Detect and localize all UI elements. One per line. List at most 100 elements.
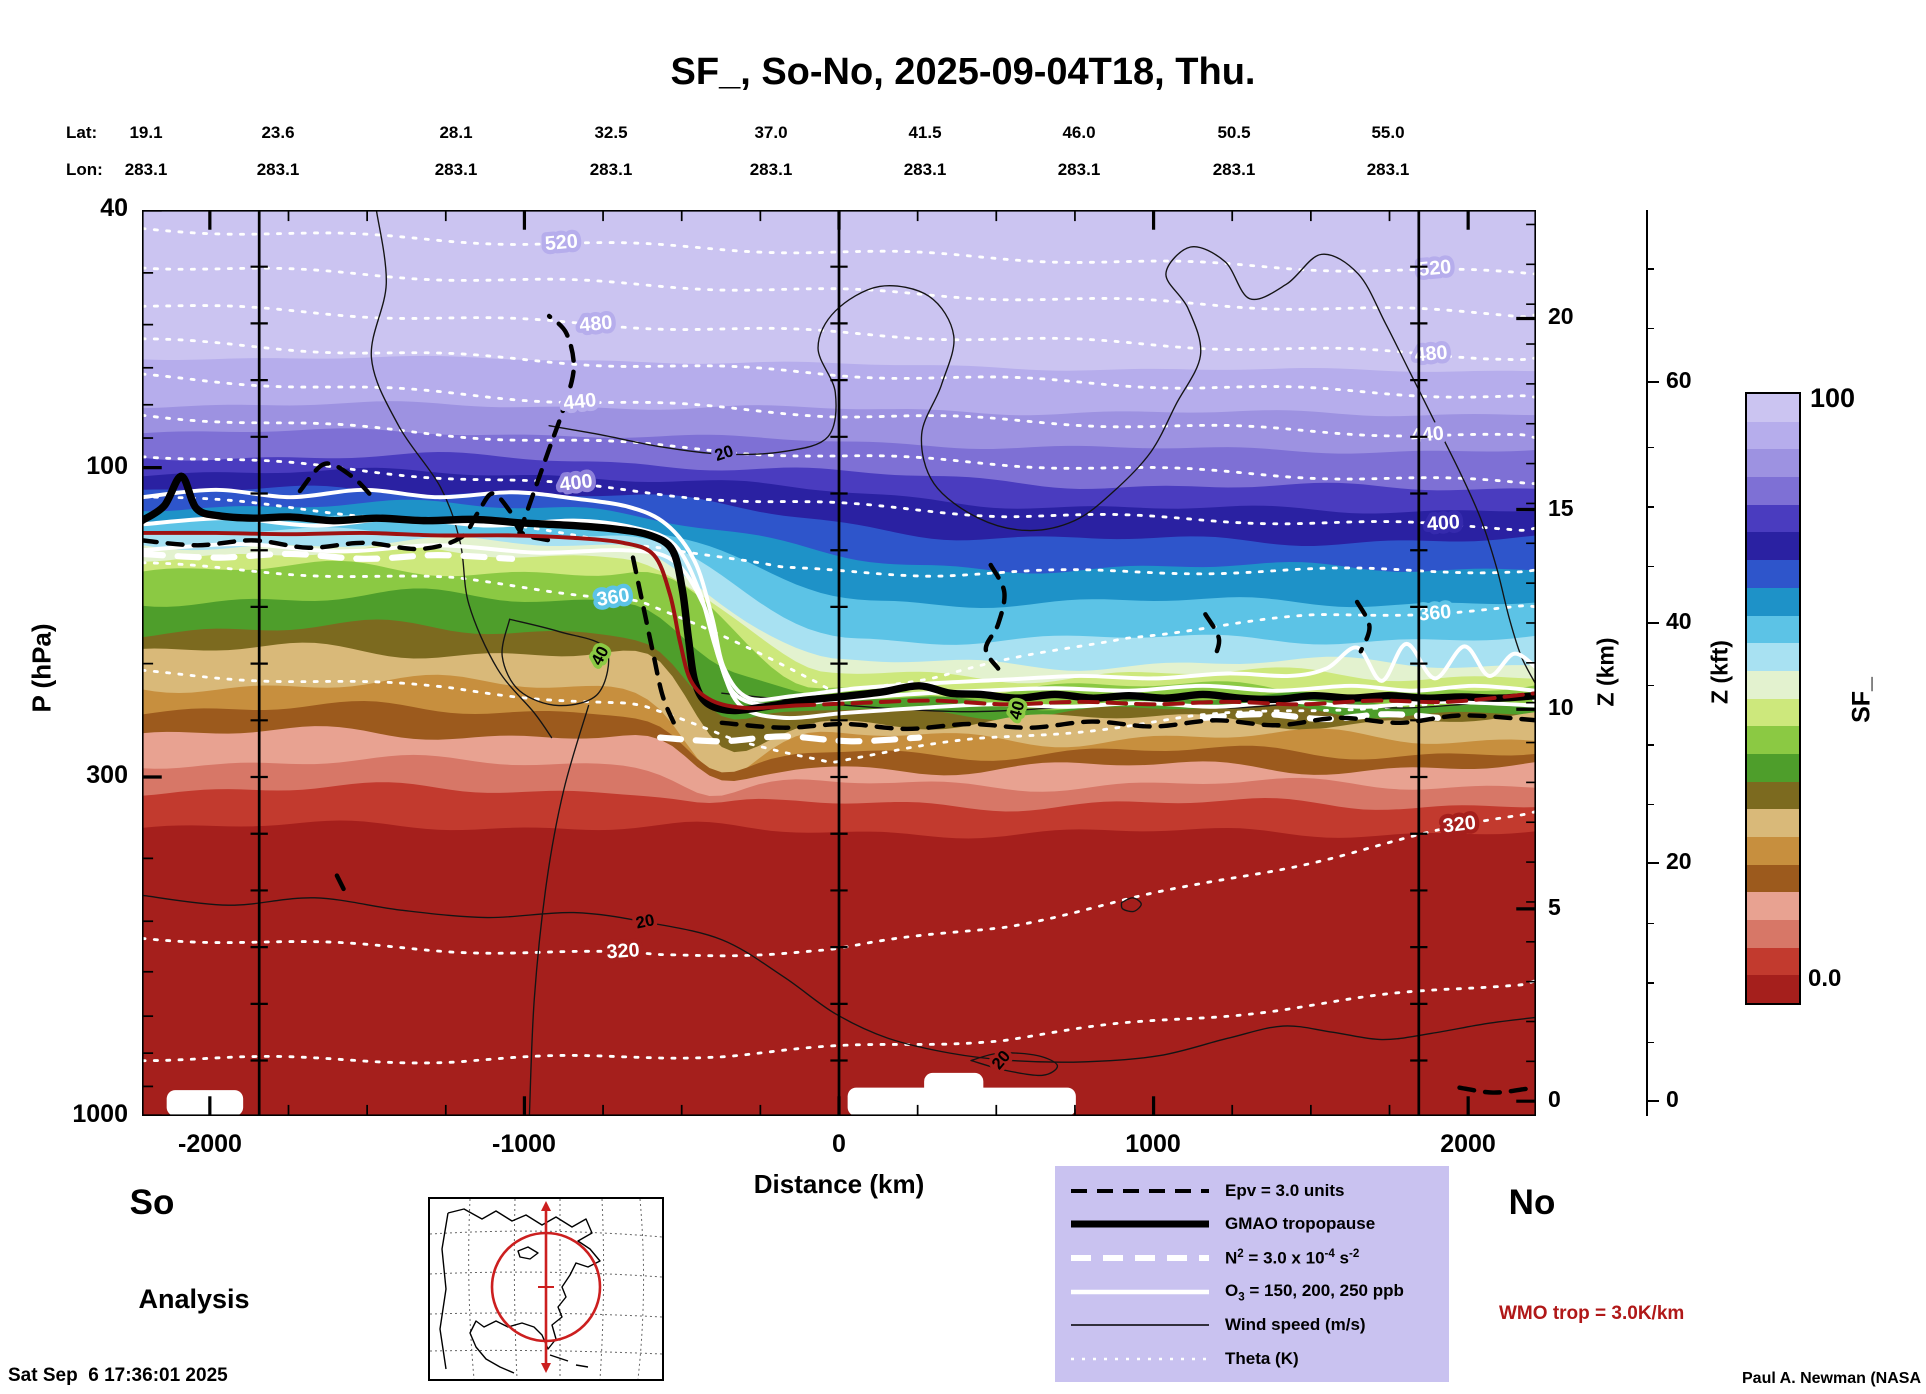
colorbar-swatch <box>1747 947 1799 976</box>
axis-ticks <box>142 210 1536 1116</box>
lon-axis-label: Lon: <box>66 160 103 179</box>
contour-labels: 5205204804804404404004003603603203202040… <box>540 226 1482 1077</box>
legend-label: O3 = 150, 200, 250 ppb <box>1225 1280 1404 1303</box>
theta-contour-label: 360 <box>1417 601 1452 626</box>
lon-value: 283.1 <box>1212 160 1256 179</box>
kft-tick <box>1646 862 1659 865</box>
zkft-axis-title: Z (kft) <box>1706 640 1733 704</box>
map-transect-ring <box>490 1201 602 1373</box>
legend-row: N2 = 3.0 x 10-4 s-2 <box>1065 1243 1443 1273</box>
kft-minor-tick <box>1646 684 1654 687</box>
p-tick-label: 1000 <box>72 1100 128 1128</box>
surface-white-patches <box>166 1072 1076 1116</box>
colorbar-swatch <box>1747 560 1799 588</box>
kft-minor-tick <box>1646 506 1654 508</box>
theta-contour-label: 440 <box>1410 422 1445 447</box>
colorbar-swatch <box>1747 892 1799 921</box>
theta-contours <box>142 227 1536 1065</box>
epv-contour <box>142 313 1536 1095</box>
lon-value: 283.1 <box>256 160 300 179</box>
lon-value: 283.1 <box>434 160 478 179</box>
colorbar-swatch <box>1747 587 1799 616</box>
x-tick-label: 1000 <box>1125 1130 1181 1158</box>
legend-line-sample <box>1071 1188 1209 1193</box>
kft-minor-tick <box>1646 803 1654 806</box>
analysis-label: Analysis <box>138 1284 250 1314</box>
colorbar-swatch <box>1747 504 1799 533</box>
wind-contour-label: 20 <box>634 910 656 932</box>
colorbar-title: SF_ <box>1847 677 1876 723</box>
lat-value: 28.1 <box>439 123 473 142</box>
colorbar-swatch <box>1747 726 1799 754</box>
kft-minor-tick <box>1646 922 1654 925</box>
kft-minor-tick <box>1646 1041 1654 1044</box>
colorbar-swatch <box>1747 615 1799 644</box>
south-endpoint-label: So <box>129 1183 175 1222</box>
cross-section-svg: 5205204804804404404004003603603203202040… <box>142 210 1536 1116</box>
legend-label: GMAO tropopause <box>1225 1214 1376 1234</box>
plot-area: 520 520 480 480 440 440 400 400 360 360 320 320 20 40… <box>142 210 1536 1116</box>
x-tick-label: 0 <box>832 1130 846 1158</box>
theta-contour-label: 400 <box>1426 511 1460 535</box>
kft-tick-label: 0 <box>1666 1086 1679 1112</box>
legend-line-sample <box>1071 1324 1209 1327</box>
legend-line-sample <box>1071 1255 1209 1262</box>
legend-label: Theta (K) <box>1225 1349 1299 1369</box>
legend-row: Theta (K) <box>1065 1344 1443 1374</box>
lat-value: 50.5 <box>1217 123 1251 142</box>
kft-tick-label: 60 <box>1666 367 1692 393</box>
legend-line-sample <box>1071 1357 1209 1361</box>
theta-contour-label: 400 <box>558 470 593 496</box>
lon-value: 283.1 <box>749 160 793 179</box>
colorbar-swatch <box>1747 532 1799 561</box>
lat-value: 41.5 <box>908 123 942 142</box>
legend-line-sample <box>1071 1289 1209 1295</box>
lat-value: 55.0 <box>1371 123 1405 142</box>
kft-minor-tick <box>1646 268 1654 270</box>
lon-value: 283.1 <box>1366 160 1410 179</box>
kft-tick <box>1646 1100 1659 1103</box>
colorbar-swatch <box>1747 449 1799 478</box>
kft-tick <box>1646 622 1659 625</box>
credit-footer: Paul A. Newman (NASA <box>1742 1370 1921 1387</box>
map-coastline <box>439 1208 601 1374</box>
lat-value: 23.6 <box>261 123 295 142</box>
zkm-axis-title: Z (km) <box>1592 637 1619 707</box>
legend-row: O3 = 150, 200, 250 ppb <box>1065 1277 1443 1307</box>
colorbar-swatch <box>1747 753 1799 782</box>
legend: Epv = 3.0 units GMAO tropopause N2 = 3.0 x… <box>1055 1166 1449 1382</box>
legend-label: N2 = 3.0 x 10-4 s-2 <box>1225 1247 1360 1268</box>
zkm-tick-label: 15 <box>1548 495 1574 521</box>
colorbar-swatch <box>1747 975 1799 1004</box>
colorbar-max-label: 100 <box>1810 383 1856 413</box>
timestamp-footer: Sat Sep 6 17:36:01 2025 <box>8 1365 228 1386</box>
colorbar-min-label: 0.0 <box>1808 965 1842 992</box>
theta-contour-label: 320 <box>606 939 640 963</box>
colorbar-swatch <box>1747 477 1799 505</box>
kft-minor-tick <box>1646 446 1654 449</box>
kft-minor-tick <box>1646 744 1654 746</box>
x-tick-label: -2000 <box>178 1130 242 1158</box>
x-tick-label: -1000 <box>492 1130 556 1158</box>
kft-tick-label: 20 <box>1666 848 1692 874</box>
colorbar-swatch <box>1747 920 1799 948</box>
wmo-tropopause-line <box>142 530 1536 711</box>
colorbar-swatch <box>1747 781 1799 810</box>
kft-tick <box>1646 381 1659 384</box>
vertical-ruler-lines <box>250 210 1428 1116</box>
colorbar <box>1745 392 1801 1005</box>
legend-row: GMAO tropopause <box>1065 1209 1443 1239</box>
theta-contour-label: 520 <box>544 230 579 255</box>
colorbar-swatch <box>1747 394 1799 422</box>
colorbar-swatch <box>1747 864 1799 893</box>
lat-value: 32.5 <box>594 123 628 142</box>
theta-contour-label: 440 <box>562 389 597 414</box>
lat-axis-label: Lat: <box>66 123 98 142</box>
north-endpoint-label: No <box>1508 1183 1556 1222</box>
legend-row: Epv = 3.0 units <box>1065 1176 1443 1206</box>
colorbar-swatch <box>1747 698 1799 727</box>
lon-value: 283.1 <box>1057 160 1101 179</box>
kft-minor-tick <box>1646 982 1654 984</box>
zkm-tick-label: 5 <box>1548 894 1561 920</box>
